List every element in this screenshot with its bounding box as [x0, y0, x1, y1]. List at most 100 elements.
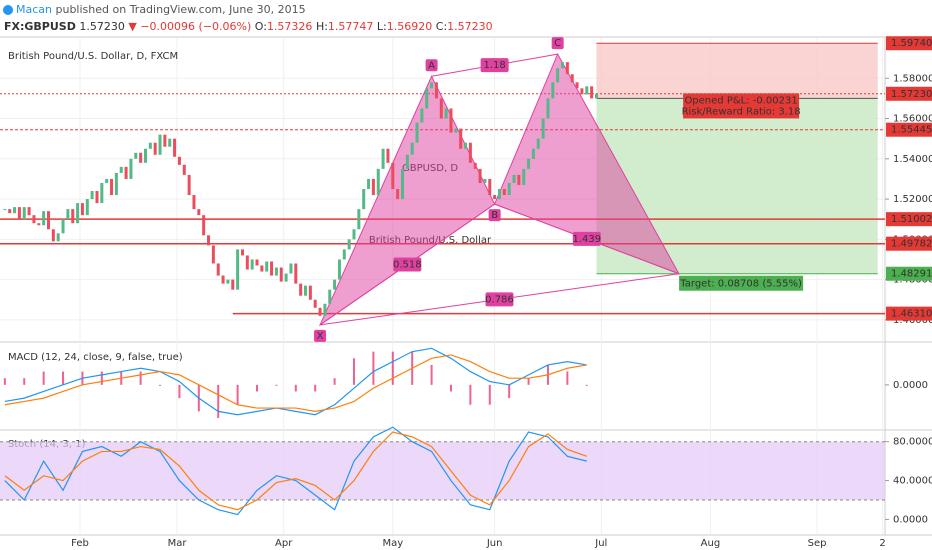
- plot: FebMarAprMayJunJulAugSep21.460001.480001…: [0, 36, 932, 549]
- candle: [177, 156, 181, 165]
- y-tick-label: 40.0000: [893, 476, 932, 487]
- candle: [561, 62, 565, 69]
- candle: [182, 164, 186, 175]
- y-tick-label: 0.0000: [893, 380, 928, 391]
- price-tag: [886, 212, 932, 227]
- histogram-bar: [217, 384, 220, 419]
- risk-reward-label: Risk/Reward Ratio: 3.18: [682, 106, 801, 117]
- candle: [342, 249, 346, 260]
- publish-line: Macan published on TradingView.com, June…: [16, 3, 306, 16]
- pattern-leg-xab: [318, 75, 496, 327]
- price-tag-label: 1.46310: [891, 309, 932, 320]
- candle: [517, 174, 521, 185]
- candle: [439, 98, 443, 119]
- candle: [323, 303, 327, 316]
- h-value: 1.57747: [328, 20, 374, 33]
- candle: [105, 178, 109, 183]
- candle: [502, 189, 506, 196]
- histogram-bar: [275, 384, 278, 386]
- candle: [420, 108, 424, 123]
- candle: [449, 108, 453, 133]
- candle: [371, 178, 375, 196]
- candle: [66, 209, 70, 220]
- point-label: B: [491, 210, 498, 221]
- candle: [304, 285, 308, 296]
- x-tick-label: Apr: [275, 538, 293, 549]
- candle: [391, 162, 395, 189]
- price-tag-label: 1.51002: [891, 214, 932, 225]
- change: ▼ −0.00096 (−0.06%): [128, 20, 251, 33]
- indicator-line: [4, 431, 587, 511]
- candle: [580, 88, 584, 95]
- ratio-label: 0.786: [485, 294, 514, 305]
- x-tick-label: 2: [879, 538, 885, 549]
- candle: [100, 182, 104, 204]
- panel-title: MACD (12, 24, close, 9, false, true): [8, 352, 183, 363]
- candle: [158, 134, 162, 155]
- candle: [556, 68, 560, 83]
- candle: [153, 142, 157, 155]
- point-label: X: [317, 331, 324, 342]
- candle: [333, 279, 337, 290]
- candle: [110, 178, 114, 196]
- histogram-bar: [585, 384, 588, 386]
- candle: [27, 207, 31, 216]
- histogram-bar: [100, 371, 103, 385]
- candle: [328, 289, 332, 304]
- candle: [313, 299, 317, 308]
- candle: [483, 178, 487, 183]
- candle: [265, 261, 269, 272]
- candle: [478, 168, 482, 183]
- candle: [400, 168, 404, 200]
- point-label: A: [428, 60, 435, 71]
- y-tick-label: 1.54000: [893, 154, 932, 165]
- candle: [119, 166, 123, 173]
- candle: [236, 249, 240, 290]
- candle: [80, 203, 84, 216]
- avatar: [3, 5, 13, 15]
- candle: [143, 148, 147, 163]
- histogram-bar: [139, 371, 142, 385]
- candle: [546, 98, 550, 119]
- histogram-bar: [527, 378, 530, 385]
- c-value: 1.57230: [447, 20, 493, 33]
- candle: [3, 209, 7, 211]
- target-label: Target: 0.08708 (5.55%): [679, 279, 802, 290]
- candle: [240, 249, 244, 256]
- candle: [386, 148, 390, 163]
- l-value: 1.56920: [387, 20, 433, 33]
- candle: [216, 263, 220, 276]
- author[interactable]: Macan: [16, 3, 52, 16]
- candle: [231, 279, 235, 290]
- histogram-bar: [391, 351, 394, 385]
- price-tag-label: 1.57230: [891, 89, 932, 100]
- candle: [405, 154, 409, 169]
- candle: [454, 128, 458, 133]
- y-tick-label: 80.0000: [893, 437, 932, 448]
- price-tag: [886, 122, 932, 137]
- candle: [459, 128, 463, 149]
- last: 1.57230: [79, 20, 125, 33]
- candle: [507, 182, 511, 196]
- candle: [488, 178, 492, 196]
- histogram-bar: [508, 384, 511, 399]
- indicator-line: [4, 347, 587, 416]
- point-box: [425, 59, 438, 72]
- y-tick-label: 1.58000: [893, 73, 932, 84]
- price-tag: [886, 86, 932, 101]
- x-tick-label: Sep: [808, 538, 827, 549]
- candle: [541, 118, 545, 139]
- candle: [308, 285, 312, 300]
- candle: [527, 158, 531, 169]
- candle: [464, 142, 468, 149]
- histogram-bar: [353, 358, 355, 385]
- price-tag-label: 1.59740: [891, 38, 932, 49]
- x-tick-label: Feb: [71, 538, 89, 549]
- ratio-label: 1.439: [572, 234, 601, 245]
- candle: [410, 142, 414, 155]
- candle: [226, 279, 230, 284]
- candle: [221, 275, 225, 284]
- x-tick-label: Jun: [486, 538, 503, 549]
- candle: [168, 138, 172, 147]
- histogram-bar: [159, 384, 162, 386]
